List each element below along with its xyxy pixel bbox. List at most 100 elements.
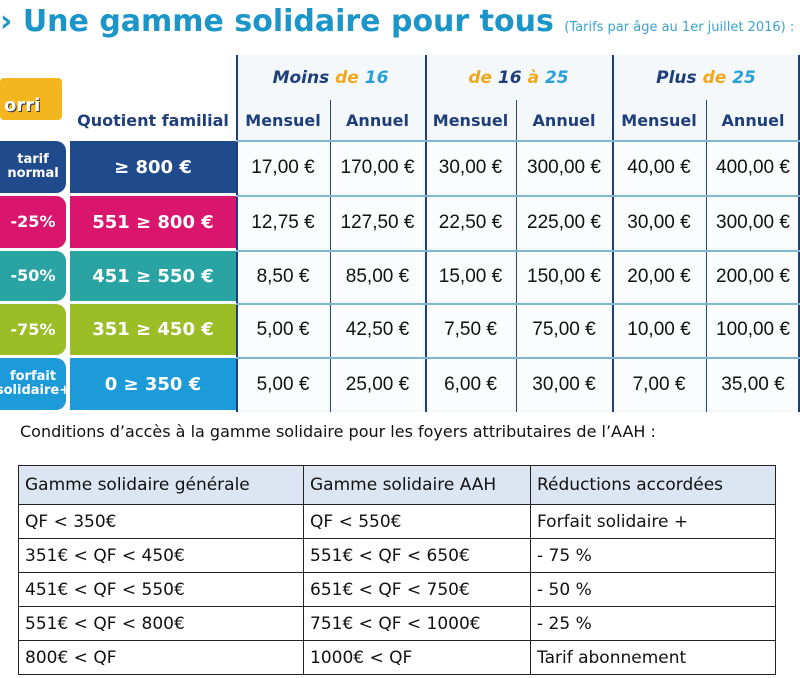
group-word: 16 [364, 67, 389, 88]
price-cell: 5,00 € [238, 359, 328, 410]
price-cell: 6,00 € [427, 359, 514, 410]
column-divider [516, 100, 517, 412]
subheader-mensuel: Mensuel [432, 110, 509, 130]
page-title: › Une gamme solidaire pour tous (Tarifs … [0, 4, 795, 39]
price-cell: 170,00 € [332, 142, 423, 193]
cell: Forfait solidaire + [530, 504, 776, 539]
price-cell: 300,00 € [708, 197, 798, 248]
row-divider [236, 195, 800, 197]
cell: 451€ < QF < 550€ [18, 572, 304, 607]
price-cell: 8,50 € [238, 252, 328, 301]
group-word: Moins [272, 67, 330, 88]
group-word: 25 [732, 67, 756, 88]
cell: 751€ < QF < 1000€ [303, 606, 531, 641]
title-text: Une gamme solidaire pour tous [22, 4, 554, 39]
column-divider [236, 55, 238, 412]
cell: - 50 % [530, 572, 776, 607]
cell: - 25 % [530, 606, 776, 641]
group-word: 16 [497, 67, 522, 88]
price-cell: 30,00 € [427, 142, 514, 193]
price-cell: 22,50 € [427, 197, 514, 248]
group-16-25: de 16 à 25 [425, 55, 612, 100]
aah-table: Gamme solidaire générale Gamme solidaire… [18, 465, 776, 675]
qf-range: 0 ≥ 350 € [70, 358, 236, 410]
price-cell: 30,00 € [614, 197, 704, 248]
price-cell: 75,00 € [518, 305, 610, 355]
cell: QF < 350€ [18, 504, 304, 539]
subheader-annuel: Annuel [346, 110, 409, 130]
price-cell: 5,00 € [238, 305, 328, 355]
group-under-16: Moins de 16 [236, 55, 425, 100]
qf-range: ≥ 800 € [70, 141, 236, 193]
row-divider [236, 140, 800, 142]
group-word: de [468, 67, 493, 88]
price-cell: 40,00 € [614, 142, 704, 193]
group-over-25: Plus de 25 [612, 55, 800, 100]
header-cell: Réductions accordées [530, 465, 776, 505]
cell: - 75 % [530, 538, 776, 573]
cell: 351€ < QF < 450€ [18, 538, 304, 573]
table-header-row: Gamme solidaire générale Gamme solidaire… [18, 465, 776, 505]
price-cell: 100,00 € [708, 305, 798, 355]
tariff-tag: -75% [0, 304, 66, 355]
table-row: 451€ < QF < 550€ 651€ < QF < 750€ - 50 % [18, 572, 776, 607]
price-cell: 150,00 € [518, 252, 610, 301]
ticket-card-logo: orri [0, 78, 62, 120]
logo-text: orri [4, 95, 41, 116]
price-cell: 30,00 € [518, 359, 610, 410]
row-divider [236, 303, 800, 305]
header-cell: Gamme solidaire AAH [303, 465, 531, 505]
row-divider [236, 250, 800, 252]
tariff-tag: -25% [0, 196, 66, 248]
price-cell: 127,50 € [332, 197, 423, 248]
price-cell: 200,00 € [708, 252, 798, 301]
price-cell: 35,00 € [708, 359, 798, 410]
row-divider [236, 357, 800, 359]
table-row: 800€ < QF 1000€ < QF Tarif abonnement [18, 640, 776, 675]
price-cell: 12,75 € [238, 197, 328, 248]
tariff-tag: forfait solidaire+ [0, 358, 70, 410]
subheader-annuel: Annuel [532, 110, 596, 130]
cell: 551€ < QF < 650€ [303, 538, 531, 573]
group-word: Plus [656, 67, 697, 88]
qf-range: 551 ≥ 800 € [70, 196, 236, 248]
subheader-mensuel: Mensuel [245, 110, 321, 130]
group-word: 25 [544, 67, 569, 88]
qf-range: 451 ≥ 550 € [70, 251, 236, 301]
price-cell: 225,00 € [518, 197, 610, 248]
cell: 800€ < QF [18, 640, 304, 675]
subheader-mensuel: Mensuel [621, 110, 697, 130]
group-word: de [335, 67, 359, 88]
cell: QF < 550€ [303, 504, 531, 539]
column-divider [425, 55, 427, 412]
qf-range: 351 ≥ 450 € [70, 304, 236, 355]
price-cell: 300,00 € [518, 142, 610, 193]
cell: 1000€ < QF [303, 640, 531, 675]
column-divider [330, 100, 331, 412]
price-cell: 7,50 € [427, 305, 514, 355]
table-row: 351€ < QF < 450€ 551€ < QF < 650€ - 75 % [18, 538, 776, 573]
group-word: à [527, 67, 540, 88]
group-word: de [702, 67, 727, 88]
price-cell: 7,00 € [614, 359, 704, 410]
cell: 551€ < QF < 800€ [18, 606, 304, 641]
column-divider [706, 100, 707, 412]
qf-header: Quotient familial [77, 110, 229, 130]
subheader-annuel: Annuel [721, 110, 785, 130]
conditions-text: Conditions d’accès à la gamme solidaire … [20, 422, 656, 441]
subtitle: (Tarifs par âge au 1er juillet 2016) : [564, 20, 795, 35]
table-row: 551€ < QF < 800€ 751€ < QF < 1000€ - 25 % [18, 606, 776, 641]
price-cell: 25,00 € [332, 359, 423, 410]
column-divider [798, 55, 800, 412]
header-cell: Gamme solidaire générale [18, 465, 304, 505]
price-cell: 42,50 € [332, 305, 423, 355]
price-cell: 20,00 € [614, 252, 704, 301]
cell: 651€ < QF < 750€ [303, 572, 531, 607]
cell: Tarif abonnement [530, 640, 776, 675]
tariff-tag: -50% [0, 251, 66, 301]
table-row: QF < 350€ QF < 550€ Forfait solidaire + [18, 504, 776, 539]
price-cell: 10,00 € [614, 305, 704, 355]
price-cell: 400,00 € [708, 142, 798, 193]
price-cell: 85,00 € [332, 252, 423, 301]
column-divider [612, 55, 614, 412]
